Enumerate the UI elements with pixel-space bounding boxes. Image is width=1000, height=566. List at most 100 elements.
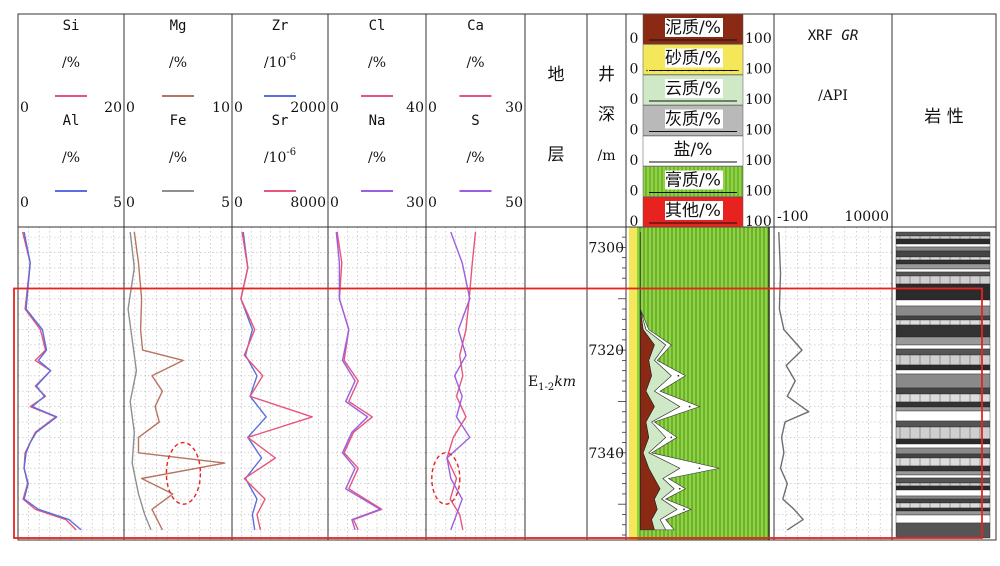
layer-label-bg [665,79,723,98]
sand-fill [629,227,637,540]
salt-dot [670,436,673,439]
lithology-bed [895,268,991,273]
layer-label-bg [665,109,723,129]
formation-sub: 1-2 [538,382,554,393]
lithology-bed [895,477,991,484]
layer-label: 其他/% [665,201,721,221]
lithology-bed [895,231,991,237]
lithology-bed [895,443,991,449]
lithology-bed [895,465,991,472]
gr-name-label: XRF GR [808,28,859,44]
salt-dot [678,487,681,490]
comp-range-max: 100 [745,92,772,108]
salt-dot [688,405,691,408]
range-min-label: 0 [126,195,135,211]
comp-range-min: 0 [630,31,639,47]
lithology-bed [895,522,991,539]
series-unit-label: /% [62,150,80,166]
gr-range-min: -100 [777,209,808,225]
sand-dot [737,69,739,72]
comp-range-min: 0 [630,62,639,78]
lithology-bed [895,420,991,428]
range-max-label: 2000 [290,100,326,116]
series-name-label: Mg [170,18,187,34]
range-min-label: 0 [20,100,29,116]
lithology-bed [895,410,991,422]
lithology-bed [895,315,991,321]
series-name-label: S [471,113,479,129]
depth-tick-label: 7320 [588,343,624,359]
lithology-bed [895,510,991,516]
range-min-label: 0 [20,195,29,211]
series-name-label: Si [63,18,80,34]
comp-range-min: 0 [630,153,639,169]
range-max-label: 50 [505,195,523,211]
comp-range-max: 100 [745,184,772,200]
series-unit-label: /% [169,150,187,166]
depth-tick-label: 7300 [588,240,624,256]
layer-label: 云质/% [665,79,721,99]
range-max-label: 30 [406,195,424,211]
curve-al [23,231,82,531]
layer-label: 泥质/% [665,18,721,38]
lithology-bed [895,401,991,408]
salt-dot [698,467,701,470]
series-name-label: Zr [272,18,289,34]
comp-range-max: 100 [745,153,772,169]
series-name-label: Fe [170,113,187,129]
range-min-label: 0 [330,195,339,211]
series-name-label: Cl [369,18,386,34]
lithology-bed [895,387,991,395]
range-max-label: 10 [212,100,230,116]
lithology-bed [895,243,991,248]
lithology-bed [895,373,991,389]
lithology-bed [895,485,991,491]
highlight-ellipse [431,452,461,505]
strat-header-char: 地 [548,65,565,85]
lithology-bed [895,406,991,412]
curve-s [446,231,471,531]
lithology-bed [895,299,991,307]
lithology-column [895,231,991,539]
track-frames [17,13,997,541]
comp-range-max: 100 [745,123,772,139]
comp-range-max: 100 [745,62,772,78]
curve-xrf-gr [778,231,810,531]
formation-label: E1-2km [528,374,576,393]
comp-range-min: 0 [630,184,639,200]
gr-name-curve: GR [841,28,858,44]
log-curves [21,231,810,531]
lithology-bed [895,283,991,301]
lithology-bed [895,246,991,252]
mud-fill [639,232,661,531]
gr-name-prefix: XRF [808,28,842,44]
series-name-label: Al [63,113,80,129]
series-name-label: Sr [272,113,289,129]
lithology-bed [895,495,991,500]
comp-range-min: 0 [630,214,639,230]
gr-unit-label: /API [818,88,848,104]
comp-range-min: 0 [630,123,639,139]
lithology-bed [895,336,991,346]
lithology-bed [895,259,991,265]
highlight-box [13,287,983,539]
range-max-label: 40 [406,100,424,116]
lithology-bed [895,507,991,512]
range-min-label: 0 [428,195,437,211]
gr-range-max: 10000 [844,209,889,225]
unit-exponent: -6 [286,52,296,63]
curve-fe [127,231,152,531]
series-unit-label: /% [169,55,187,71]
layer-label-bg [665,140,723,159]
depth-axis: 7300 7320 7340 [588,236,626,536]
range-max-label: 30 [505,100,523,116]
lithology-bed [895,489,991,497]
layer-label-bg [665,201,723,220]
formation-main: E [528,374,538,390]
comp-range-max: 100 [745,31,772,47]
range-max-label: 20 [104,100,122,116]
curve-mg [133,231,226,531]
